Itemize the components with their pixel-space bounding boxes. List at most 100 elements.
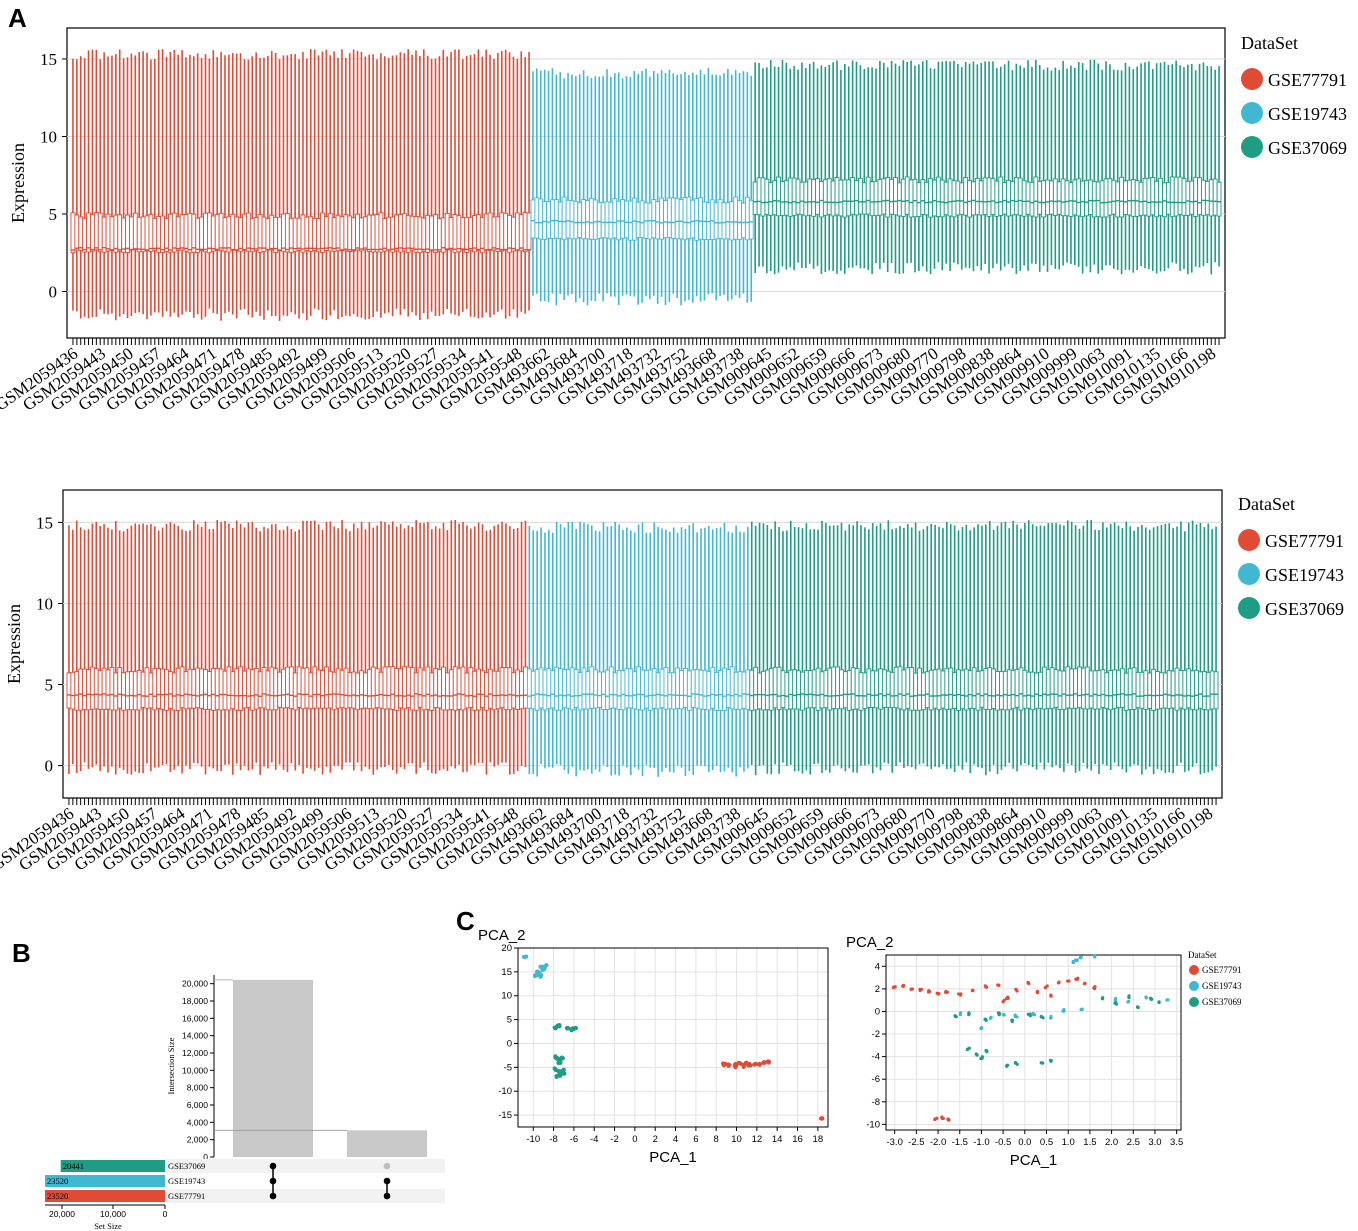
y-tick-label: 8,000 — [187, 1083, 209, 1093]
box-GSE19743 — [651, 199, 657, 239]
box-GSE19743 — [741, 671, 747, 709]
box-GSE77791 — [366, 669, 372, 710]
box-GSE37069 — [764, 178, 770, 215]
box-GSE37069 — [1123, 180, 1128, 215]
box-GSE77791 — [331, 217, 337, 252]
box-GSE37069 — [1185, 180, 1191, 216]
box-GSE19743 — [667, 672, 673, 710]
box-GSE37069 — [1095, 181, 1101, 218]
point-GSE77791 — [738, 1061, 743, 1066]
box-GSE37069 — [881, 178, 887, 215]
box-GSE77791 — [210, 215, 216, 252]
point-GSE77791 — [1067, 979, 1071, 983]
point-GSE19743 — [1031, 1012, 1035, 1017]
box-GSE37069 — [1056, 181, 1062, 215]
point-GSE77791 — [1049, 993, 1053, 997]
box-GSE37069 — [889, 671, 895, 709]
box-GSE19743 — [597, 671, 602, 708]
box-GSE19743 — [581, 667, 587, 710]
box-GSE77791 — [113, 672, 119, 711]
box-GSE77791 — [472, 215, 477, 253]
box-GSE37069 — [807, 670, 813, 709]
point-GSE77791 — [734, 1063, 739, 1068]
x-tick-label: 2.5 — [1127, 1137, 1140, 1148]
y-tick-label: 0 — [45, 757, 54, 776]
point-GSE37069 — [975, 1053, 979, 1057]
box-GSE77791 — [101, 667, 107, 711]
box-GSE37069 — [1072, 179, 1078, 216]
matrix-row-bg — [165, 1159, 445, 1173]
box-GSE77791 — [359, 670, 364, 710]
y-axis-label: PCA_2 — [846, 934, 894, 951]
box-GSE19743 — [644, 669, 649, 709]
box-GSE37069 — [1158, 177, 1163, 216]
box-GSE37069 — [1165, 181, 1171, 215]
box-GSE37069 — [807, 178, 813, 216]
y-tick-label: -8 — [872, 1097, 880, 1108]
box-GSE37069 — [882, 669, 887, 708]
box-GSE37069 — [1162, 672, 1168, 709]
legend-swatch-GSE37069 — [1241, 136, 1263, 158]
box-GSE77791 — [425, 214, 431, 253]
box-GSE37069 — [787, 177, 793, 217]
box-GSE77791 — [476, 668, 482, 711]
box-GSE37069 — [1216, 181, 1222, 217]
y-tick-label: 16,000 — [182, 1013, 208, 1023]
box-GSE77791 — [86, 212, 91, 253]
set-size-bar-GSE19743 — [45, 1175, 165, 1187]
box-GSE37069 — [1052, 178, 1058, 216]
box-GSE77791 — [429, 672, 435, 711]
box-GSE19743 — [530, 670, 536, 710]
box-GSE19743 — [733, 196, 739, 240]
point-GSE37069 — [1101, 995, 1105, 1000]
box-GSE77791 — [129, 216, 134, 251]
box-GSE37069 — [819, 671, 825, 709]
box-GSE77791 — [394, 214, 399, 251]
box-GSE77791 — [499, 667, 505, 709]
box-GSE37069 — [975, 670, 981, 711]
y-tick-label: 2,000 — [187, 1135, 209, 1145]
box-GSE77791 — [66, 672, 72, 709]
box-GSE37069 — [936, 668, 942, 711]
box-GSE37069 — [1104, 672, 1110, 710]
box-GSE77791 — [164, 218, 169, 252]
box-GSE37069 — [1111, 179, 1117, 215]
point-GSE37069 — [1006, 1063, 1010, 1067]
box-GSE77791 — [156, 216, 162, 253]
point-GSE19743 — [1001, 1012, 1005, 1017]
box-GSE19743 — [562, 669, 567, 709]
box-GSE19743 — [690, 669, 696, 708]
box-GSE77791 — [292, 672, 298, 711]
box-GSE37069 — [811, 179, 817, 217]
box-GSE37069 — [1112, 669, 1118, 709]
x-tick-label: -2.0 — [930, 1137, 946, 1148]
box-GSE19743 — [612, 198, 618, 239]
box-GSE37069 — [1006, 179, 1011, 217]
box-GSE77791 — [409, 667, 415, 711]
box-GSE19743 — [655, 672, 661, 710]
box-GSE77791 — [323, 216, 329, 251]
box-GSE19743 — [550, 199, 555, 239]
box-GSE37069 — [1197, 177, 1202, 216]
point-GSE77791 — [891, 985, 896, 989]
box-GSE77791 — [230, 213, 236, 251]
box-GSE77791 — [304, 667, 310, 709]
box-GSE37069 — [752, 181, 758, 215]
box-GSE37069 — [803, 670, 809, 709]
y-tick-label: 0 — [875, 1006, 880, 1017]
box-GSE77791 — [167, 671, 173, 709]
x-tick-label: 3.5 — [1170, 1137, 1183, 1148]
point-GSE37069 — [554, 1074, 559, 1079]
box-GSE37069 — [1049, 667, 1055, 709]
box-GSE37069 — [772, 180, 778, 216]
box-GSE19743 — [659, 668, 665, 709]
box-GSE77791 — [436, 217, 442, 252]
box-GSE37069 — [1022, 669, 1028, 709]
legend-label-GSE77791: GSE77791 — [1202, 965, 1242, 975]
box-GSE37069 — [1068, 182, 1074, 217]
box-GSE37069 — [1088, 179, 1093, 215]
box-GSE77791 — [93, 668, 99, 710]
box-GSE37069 — [1151, 668, 1157, 711]
point-GSE19743 — [544, 963, 549, 968]
box-GSE77791 — [273, 668, 279, 711]
